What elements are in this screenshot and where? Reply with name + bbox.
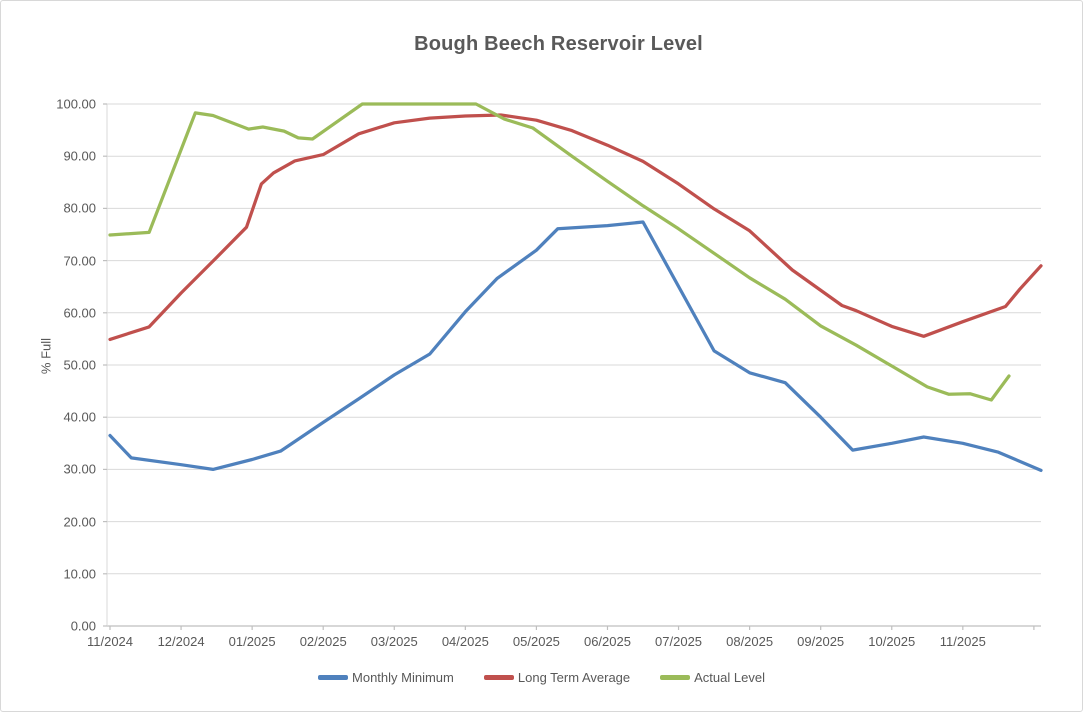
legend-label: Monthly Minimum bbox=[352, 670, 454, 685]
x-tick-label-06/2025: 06/2025 bbox=[583, 634, 631, 649]
legend-label: Actual Level bbox=[694, 670, 765, 685]
legend-line-swatch bbox=[483, 675, 514, 680]
series-line-actual-level bbox=[108, 102, 1011, 402]
y-tick-label-60.00: 60.00 bbox=[63, 305, 96, 321]
y-tick-label-50.00: 50.00 bbox=[63, 357, 96, 373]
chart-title: Bough Beech Reservoir Level bbox=[414, 33, 703, 55]
x-tick-label-12/2024: 12/2024 bbox=[157, 634, 205, 649]
x-tick-label-10/2025: 10/2025 bbox=[868, 634, 916, 649]
x-tick-label-05/2025: 05/2025 bbox=[512, 634, 560, 649]
y-tick-label-70.00: 70.00 bbox=[63, 253, 96, 269]
y-axis-title: % Full bbox=[38, 337, 54, 375]
x-tick-label-11/2024: 11/2024 bbox=[86, 634, 134, 649]
x-tick-label-02/2025: 02/2025 bbox=[299, 634, 347, 649]
x-tick-label-01/2025: 01/2025 bbox=[228, 634, 276, 649]
y-tick-label-100.00: 100.00 bbox=[56, 96, 96, 112]
x-tick-label-07/2025: 07/2025 bbox=[655, 634, 703, 649]
x-tick-label-03/2025: 03/2025 bbox=[370, 634, 418, 649]
series-line-monthly-minimum bbox=[108, 220, 1043, 473]
legend-line-swatch bbox=[660, 675, 691, 680]
legend-item-monthly-minimum: Monthly Minimum bbox=[318, 670, 454, 685]
legend-label: Long Term Average bbox=[517, 670, 631, 685]
legend: Monthly Minimum Long Term Average Actual L… bbox=[1, 670, 1082, 685]
y-tick-label-30.00: 30.00 bbox=[63, 461, 96, 477]
legend-item-long-term-average: Long Term Average bbox=[483, 670, 631, 685]
y-tick-label-20.00: 20.00 bbox=[63, 514, 96, 530]
y-tick-label-0.00: 0.00 bbox=[70, 618, 96, 634]
y-tick-label-10.00: 10.00 bbox=[63, 566, 96, 582]
y-tick-label-90.00: 90.00 bbox=[63, 148, 96, 164]
y-tick-label-40.00: 40.00 bbox=[63, 409, 96, 425]
x-tick-label-04/2025: 04/2025 bbox=[441, 634, 489, 649]
series-line-long-term-average bbox=[108, 113, 1043, 342]
legend-item-actual-level: Actual Level bbox=[660, 670, 765, 685]
x-tick-label-09/2025: 09/2025 bbox=[797, 634, 845, 649]
legend-line-swatch bbox=[318, 675, 349, 680]
x-tick-label-08/2025: 08/2025 bbox=[726, 634, 774, 649]
y-tick-label-80.00: 80.00 bbox=[63, 200, 96, 216]
x-tick-label-11/2025: 11/2025 bbox=[939, 634, 986, 649]
